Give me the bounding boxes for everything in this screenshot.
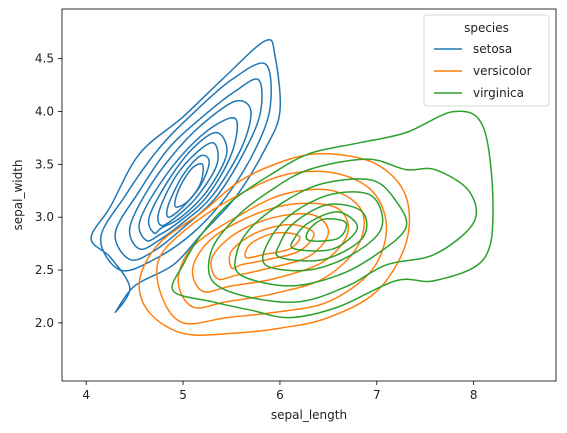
versicolor-contour-4 [191,202,350,293]
y-tick-label: 2.0 [35,316,54,330]
virginica-contour-1 [171,110,494,319]
versicolor-contour-7 [244,231,301,259]
virginica-contour-7 [305,218,348,242]
versicolor-contour-1 [138,152,411,336]
setosa-contour-9 [173,162,204,208]
y-tick-label: 3.0 [35,210,54,224]
setosa-contour-2 [99,62,272,272]
virginica-contour-6 [290,211,359,252]
virginica-contour-3 [234,178,408,287]
y-tick-label: 3.5 [35,157,54,171]
x-axis: 4 5 6 7 8 [82,381,477,402]
setosa-contour-5 [138,117,239,242]
x-tick-label: 7 [373,388,381,402]
legend: species setosa versicolor virginica [423,14,550,107]
x-tick-label: 4 [82,388,90,402]
x-tick-label: 6 [276,388,284,402]
setosa-contour-8 [165,154,210,218]
y-axis-label: sepal_width [11,159,25,230]
y-tick-label: 4.0 [35,105,54,119]
setosa-contour-4 [128,99,252,251]
virginica-contour-2 [207,158,478,303]
virginica-contour-5 [275,203,368,262]
setosa-contour-7 [157,141,219,227]
setosa-contour-3 [114,78,263,261]
virginica-contour-4 [262,191,384,272]
legend-box [423,14,550,107]
series-virginica [171,110,494,319]
legend-title: species [464,21,509,35]
legend-label-setosa: setosa [473,42,512,56]
x-axis-label: sepal_length [271,408,347,422]
legend-label-versicolor: versicolor [473,64,532,78]
legend-label-virginica: virginica [473,86,524,100]
y-tick-label: 4.5 [35,52,54,66]
plot-area-frame [61,8,557,382]
y-axis: 2.0 2.5 3.0 3.5 4.0 4.5 [35,52,62,330]
setosa-contour-1 [90,39,282,314]
series-setosa [90,39,282,314]
setosa-contour-6 [147,131,228,235]
versicolor-contour-6 [228,223,315,270]
versicolor-contour-5 [210,213,330,281]
contour-layer [90,39,494,336]
y-tick-label: 2.5 [35,263,54,277]
x-tick-label: 5 [179,388,187,402]
x-tick-label: 8 [470,388,478,402]
